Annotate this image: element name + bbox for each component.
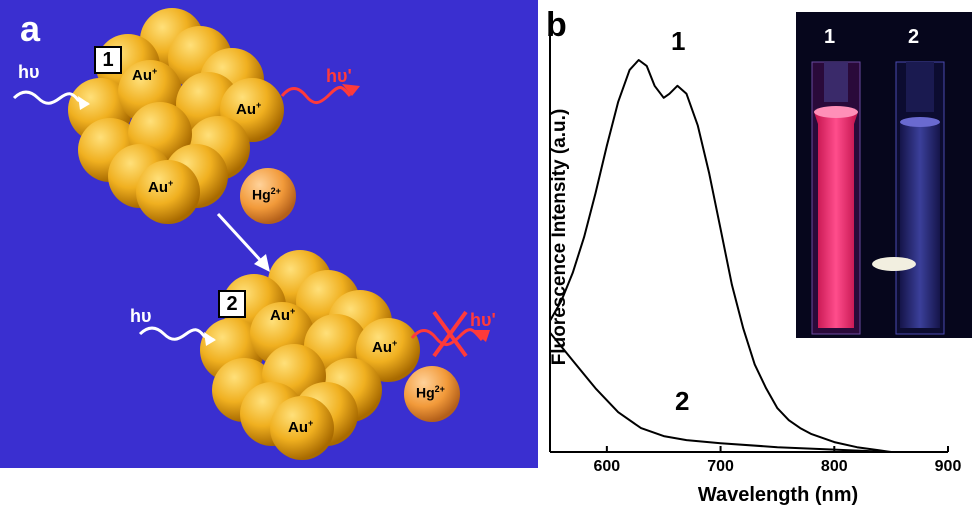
- hg-ion-2: [404, 366, 460, 422]
- panel-b-letter: b: [546, 6, 567, 44]
- hg-ion-1: [240, 168, 296, 224]
- scheme-drawing: [12, 8, 490, 460]
- quenched-emission-label: hυ': [470, 310, 496, 330]
- x-tick-label: 900: [934, 458, 962, 475]
- quenched-emission-wave: [410, 328, 484, 346]
- au-label: Au+: [288, 418, 314, 436]
- cluster-2-label: 2: [218, 290, 246, 318]
- curve-label-2: 2: [675, 386, 690, 416]
- excitation-wave-2: [138, 326, 215, 342]
- au-label: Au+: [270, 306, 296, 324]
- vial-photo-inset: 1 2: [796, 12, 972, 338]
- curve-label-1: 1: [671, 26, 686, 56]
- cluster-2: [200, 250, 420, 460]
- hg-label: Hg2+: [252, 186, 281, 203]
- hg-label: Hg2+: [416, 384, 445, 401]
- x-tick-label: 700: [707, 458, 734, 475]
- plot-curves: [549, 59, 892, 453]
- y-axis-title: Fluorescence Intensity (a.u.): [549, 108, 570, 366]
- inset-label-2: 2: [908, 26, 920, 48]
- fluorescence-plot: [549, 14, 949, 453]
- excitation-wave-1: [12, 90, 89, 106]
- cluster-1-label: 1: [94, 46, 122, 74]
- au-label: Au+: [236, 100, 262, 118]
- excitation-label-1: hυ: [18, 62, 40, 82]
- emission-wave-1: [280, 86, 352, 104]
- vial-photo: [796, 12, 972, 338]
- emission-label-1: hυ': [326, 66, 352, 86]
- series-line-1: [549, 59, 892, 453]
- x-tick-label: 800: [820, 458, 848, 475]
- inset-label-1: 1: [824, 26, 836, 48]
- transition-arrow: [216, 212, 264, 264]
- panel-b-spectrum: b Fluorescence Intensity (a.u.) Waveleng…: [538, 0, 976, 516]
- series-line-2: [549, 331, 892, 453]
- x-tick-label: 600: [593, 458, 621, 475]
- panel-a-letter: a: [20, 8, 41, 49]
- au-label: Au+: [372, 338, 398, 356]
- excitation-label-2: hυ: [130, 306, 152, 326]
- au-label: Au+: [132, 66, 158, 84]
- panel-a-scheme: a 1 2 hυ hυ' hυ hυ' Au+ Au+ Au+ Au+ Au+ …: [0, 0, 538, 468]
- x-axis-title: Wavelength (nm): [697, 484, 859, 506]
- au-label: Au+: [148, 178, 174, 196]
- cluster-1: [68, 8, 284, 224]
